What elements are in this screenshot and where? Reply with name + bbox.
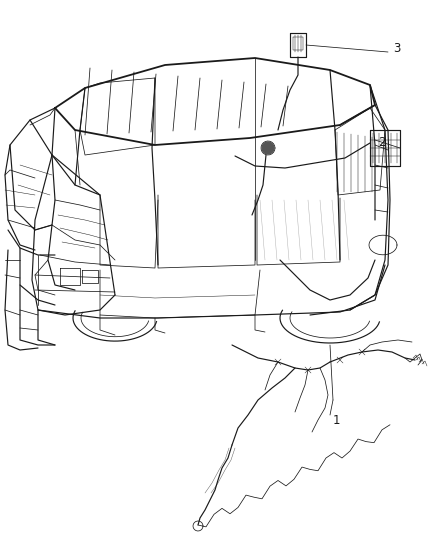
Text: 2: 2 [378, 135, 385, 149]
Text: 1: 1 [333, 414, 340, 426]
Text: 3: 3 [393, 42, 400, 54]
Circle shape [262, 142, 274, 154]
